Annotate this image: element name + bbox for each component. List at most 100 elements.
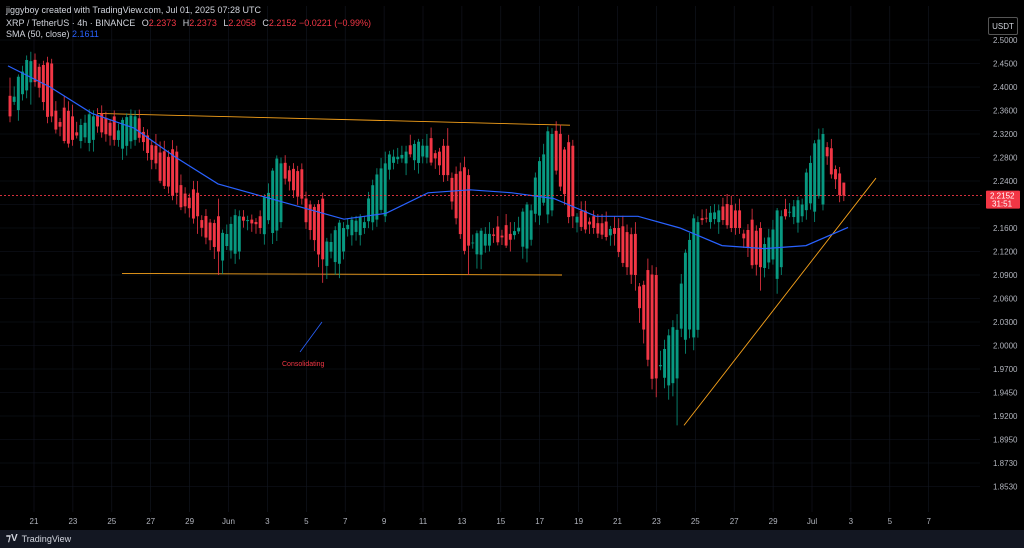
x-tick-label: 15 bbox=[496, 517, 505, 526]
candle-body bbox=[563, 149, 566, 195]
candle-body bbox=[462, 167, 466, 251]
candle-body bbox=[387, 154, 391, 170]
candle-body bbox=[725, 203, 729, 226]
candle-body bbox=[729, 205, 733, 229]
candle-body bbox=[329, 242, 333, 252]
y-tick-label: 2.0600 bbox=[993, 295, 1018, 304]
candle-body bbox=[583, 210, 587, 230]
candle-body bbox=[158, 152, 162, 181]
candle-body bbox=[650, 274, 654, 379]
candle-body bbox=[446, 145, 450, 176]
x-tick-label: 17 bbox=[535, 517, 544, 526]
candle-body bbox=[154, 145, 158, 164]
candle-body bbox=[292, 168, 295, 191]
rising-support-line bbox=[683, 177, 877, 426]
candle-body bbox=[141, 131, 145, 143]
x-tick-label: Jun bbox=[222, 517, 235, 526]
candle-body bbox=[308, 204, 312, 231]
symbol-label[interactable]: XRP / TetherUS · 4h · BINANCE bbox=[6, 18, 136, 28]
x-tick-label: 23 bbox=[68, 517, 77, 526]
candle-body bbox=[179, 185, 183, 208]
sma-line bbox=[7, 65, 849, 250]
candle-body bbox=[362, 222, 366, 228]
candle-body bbox=[513, 231, 516, 236]
candle-body bbox=[479, 230, 483, 255]
candle-body bbox=[504, 225, 508, 246]
price-tag-countdown: 31:51 bbox=[992, 200, 1013, 209]
x-tick-label: 21 bbox=[613, 517, 622, 526]
candle-body bbox=[542, 154, 546, 203]
close-value: 2.2152 bbox=[268, 18, 297, 28]
candle-body bbox=[187, 197, 191, 209]
candle-body bbox=[275, 158, 279, 231]
candle-body bbox=[688, 239, 692, 330]
candle-body bbox=[312, 206, 316, 241]
candle-body bbox=[58, 122, 62, 127]
candle-body bbox=[225, 234, 229, 247]
candle-body bbox=[296, 171, 300, 197]
x-tick-label: 11 bbox=[419, 517, 428, 526]
candle-body bbox=[100, 113, 104, 133]
candle-body bbox=[379, 168, 383, 210]
candle-body bbox=[325, 241, 329, 266]
candle-body bbox=[529, 210, 533, 240]
candle-body bbox=[433, 153, 437, 159]
candle-body bbox=[337, 222, 341, 264]
x-tick-label: 5 bbox=[888, 517, 893, 526]
candle-body bbox=[66, 110, 70, 144]
lower-support-line bbox=[121, 272, 563, 276]
candle-body bbox=[75, 132, 79, 136]
candle-body bbox=[604, 221, 608, 237]
candle-body bbox=[29, 61, 33, 83]
candle-body bbox=[483, 233, 487, 246]
candle-body bbox=[8, 95, 12, 117]
x-tick-label: 5 bbox=[304, 517, 309, 526]
candle-body bbox=[829, 148, 833, 175]
candle-body bbox=[375, 174, 379, 220]
candle-body bbox=[775, 210, 779, 279]
candle-body bbox=[150, 145, 154, 160]
candle-body bbox=[333, 230, 337, 263]
tradingview-logo[interactable]: ⁊V TradingView bbox=[6, 533, 71, 544]
candle-body bbox=[237, 216, 241, 252]
candle-body bbox=[642, 284, 646, 330]
sma-legend[interactable]: SMA (50, close) 2.1611 bbox=[6, 29, 99, 39]
candle-body bbox=[742, 233, 746, 239]
candle-body bbox=[554, 130, 558, 171]
x-tick-label: 25 bbox=[107, 517, 116, 526]
candle-body bbox=[492, 234, 496, 236]
candle-body bbox=[196, 192, 200, 217]
candle-body bbox=[21, 71, 24, 95]
candle-body bbox=[283, 162, 287, 179]
candle-body bbox=[121, 119, 125, 149]
candle-body bbox=[242, 216, 245, 221]
candle-body bbox=[592, 216, 596, 228]
candle-body bbox=[500, 235, 504, 238]
candle-body bbox=[221, 232, 225, 261]
open-value: 2.2373 bbox=[148, 18, 177, 28]
x-tick-label: 27 bbox=[146, 517, 155, 526]
candle-body bbox=[383, 163, 387, 217]
y-tick-label: 1.9450 bbox=[993, 389, 1018, 398]
x-tick-label: 7 bbox=[343, 517, 348, 526]
tradingview-icon: ⁊V bbox=[6, 533, 18, 544]
candle-body bbox=[800, 204, 804, 217]
candle-body bbox=[183, 193, 187, 207]
price-tag-value: 2.2152 bbox=[990, 192, 1015, 201]
candle-body bbox=[767, 237, 771, 263]
candle-body bbox=[821, 134, 825, 205]
high-label: H bbox=[182, 18, 190, 28]
quote-currency-button[interactable]: USDT bbox=[988, 17, 1018, 35]
candle-body bbox=[125, 117, 129, 146]
candle-body bbox=[663, 348, 667, 378]
candle-body bbox=[738, 210, 742, 228]
candle-body bbox=[834, 169, 837, 180]
candle-body bbox=[567, 142, 571, 218]
candle-body bbox=[79, 125, 83, 142]
candle-body bbox=[588, 221, 591, 225]
candle-body bbox=[342, 228, 345, 252]
candle-body bbox=[575, 216, 579, 223]
candle-body bbox=[792, 206, 796, 218]
candle-body bbox=[46, 62, 49, 117]
